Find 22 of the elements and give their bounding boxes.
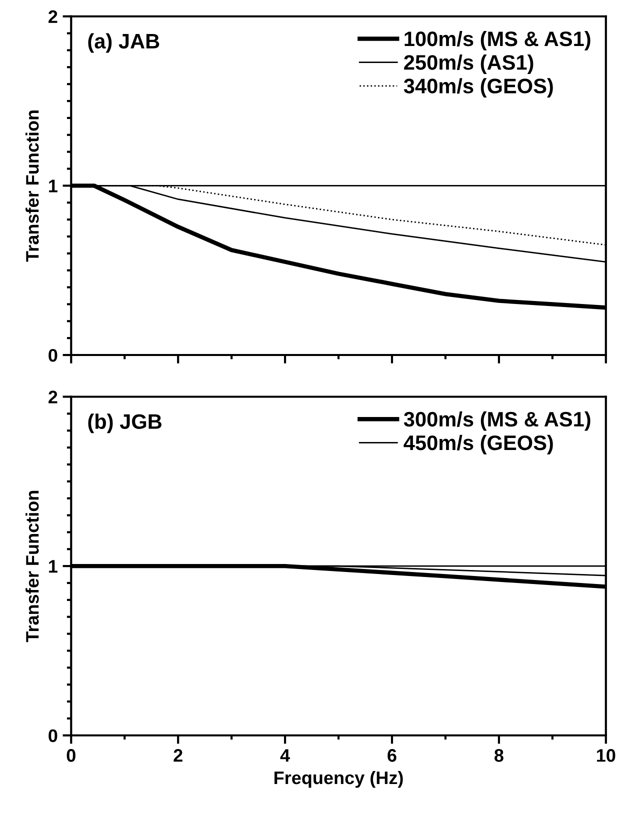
y-tick-label: 0 [48,348,58,362]
legend-label: 300m/s (MS & AS1) [404,411,590,431]
y-tick-label: 0 [48,729,58,742]
y-tick-label: 2 [48,390,58,404]
legend-label: 340m/s (GEOS) [404,78,553,98]
x-tick-label: 0 [66,749,76,762]
legend-label: 450m/s (GEOS) [404,434,553,454]
annotation: (b) JGB [88,414,162,434]
y-tick-label: 1 [49,560,58,573]
legend-label: 100m/s (MS & AS1) [404,30,590,50]
x-axis-title: Frequency (Hz) [274,770,403,788]
x-tick-label: 6 [388,749,396,762]
y-tick-label: 1 [49,180,58,192]
annotation: (a) JAB [88,33,160,53]
y-axis-title: Transfer Function [26,490,39,642]
x-tick-label: 2 [174,749,182,762]
y-axis-title: Transfer Function [26,110,39,262]
y-tick-label: 2 [48,10,58,23]
x-tick-label: 10 [597,749,616,762]
x-tick-label: 4 [280,749,290,762]
x-tick-label: 8 [494,749,504,762]
legend-label: 250m/s (AS1) [404,54,534,74]
